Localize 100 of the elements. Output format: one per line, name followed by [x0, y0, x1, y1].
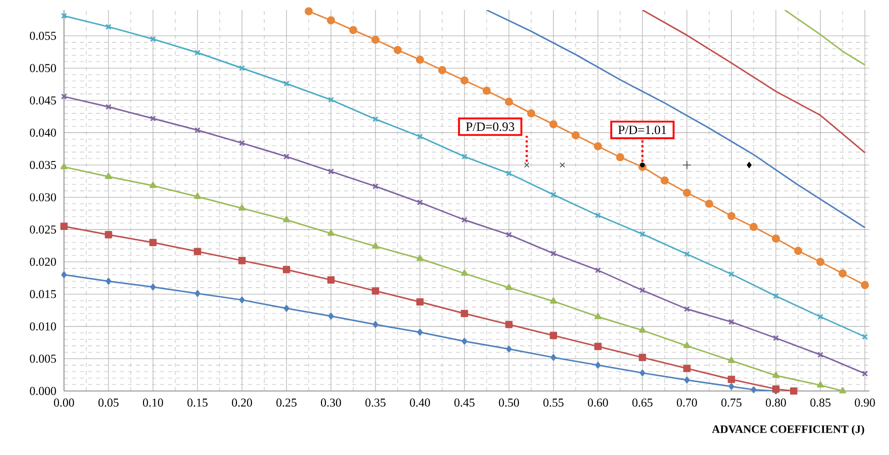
y-tick-label: 0.035	[30, 160, 56, 170]
point	[616, 153, 624, 162]
point	[772, 234, 780, 243]
y-tick-label: 0.005	[30, 354, 56, 363]
x-tick-label: 0.70	[676, 398, 697, 407]
point	[106, 24, 112, 30]
point	[660, 176, 669, 185]
point	[640, 370, 646, 376]
y-tick-label: 0.040	[30, 128, 56, 137]
x-tick-label: 0.10	[142, 398, 164, 407]
point	[638, 326, 646, 333]
point	[416, 56, 424, 64]
y-tick-label: 0.045	[30, 96, 56, 104]
x-tick-label: 0.90	[854, 398, 875, 407]
point	[106, 278, 112, 285]
x-tick-label: 0.20	[232, 398, 252, 407]
x-tick-label: 0.80	[766, 398, 786, 407]
point	[328, 168, 334, 174]
point	[682, 188, 691, 197]
point	[550, 297, 557, 304]
point	[595, 362, 601, 369]
point	[728, 271, 734, 278]
point	[839, 387, 846, 394]
point	[416, 254, 424, 261]
point	[505, 284, 512, 290]
point	[326, 16, 336, 24]
point	[194, 290, 200, 297]
y-tick-label: 0.000	[30, 386, 56, 396]
point	[482, 86, 491, 95]
x-axis-title: ADVANCE COEFFICIENT (J)	[712, 425, 864, 436]
point	[594, 142, 602, 150]
point	[504, 98, 514, 106]
point	[149, 182, 156, 188]
point	[772, 372, 780, 378]
point	[524, 162, 530, 168]
point	[104, 231, 112, 238]
x-tick-label: 0.55	[543, 398, 564, 407]
point	[194, 127, 200, 134]
point	[684, 306, 690, 312]
point	[460, 310, 468, 318]
point	[239, 296, 245, 304]
x-tick-label: 0.15	[187, 398, 208, 407]
point	[60, 162, 68, 170]
point	[728, 376, 736, 384]
point	[705, 200, 714, 208]
y-tick-label: 0.030	[30, 193, 56, 202]
x-tick-label: 0.40	[410, 398, 430, 407]
point	[728, 318, 734, 325]
point	[284, 304, 290, 312]
point	[372, 183, 378, 190]
annotation: P/D=1.01	[618, 126, 666, 134]
x-tick-label: 0.25	[276, 398, 297, 407]
point	[594, 312, 602, 320]
point	[304, 7, 313, 16]
point	[572, 131, 580, 140]
x-tick-label: 0.75	[721, 398, 742, 407]
point	[438, 66, 446, 74]
point	[150, 116, 156, 122]
x-tick-label: 0.60	[588, 398, 608, 407]
point	[838, 269, 847, 278]
point	[194, 248, 202, 256]
point	[683, 364, 691, 372]
point	[639, 231, 646, 238]
point	[371, 36, 380, 44]
x-tick-label: 0.85	[810, 398, 830, 407]
point	[416, 134, 423, 140]
point	[416, 298, 424, 306]
point	[550, 192, 556, 198]
point	[194, 50, 200, 56]
point	[394, 46, 402, 54]
point	[149, 238, 157, 246]
point	[506, 346, 512, 352]
y-tick-label: 0.025	[30, 225, 56, 234]
point	[150, 36, 156, 42]
point	[104, 172, 112, 179]
point	[460, 76, 469, 84]
point	[461, 154, 468, 160]
y-tick-label: 0.050	[30, 64, 56, 72]
x-tick-label: 0.00	[54, 398, 74, 407]
point	[550, 332, 558, 340]
point	[372, 242, 379, 249]
point	[683, 342, 690, 348]
point	[728, 356, 735, 363]
point	[505, 320, 513, 328]
point	[506, 170, 512, 176]
point	[461, 216, 468, 223]
point	[639, 287, 646, 294]
y-tick-label: 0.055	[30, 32, 56, 40]
point	[372, 321, 378, 328]
point	[550, 354, 556, 361]
point	[550, 250, 556, 256]
y-tick-label: 0.015	[30, 290, 56, 298]
point	[372, 116, 378, 122]
point	[638, 354, 646, 362]
point	[238, 65, 245, 72]
point	[150, 284, 156, 290]
annotation: P/D=0.93	[466, 122, 514, 132]
point	[282, 216, 290, 222]
point	[238, 204, 246, 211]
point	[328, 96, 334, 103]
